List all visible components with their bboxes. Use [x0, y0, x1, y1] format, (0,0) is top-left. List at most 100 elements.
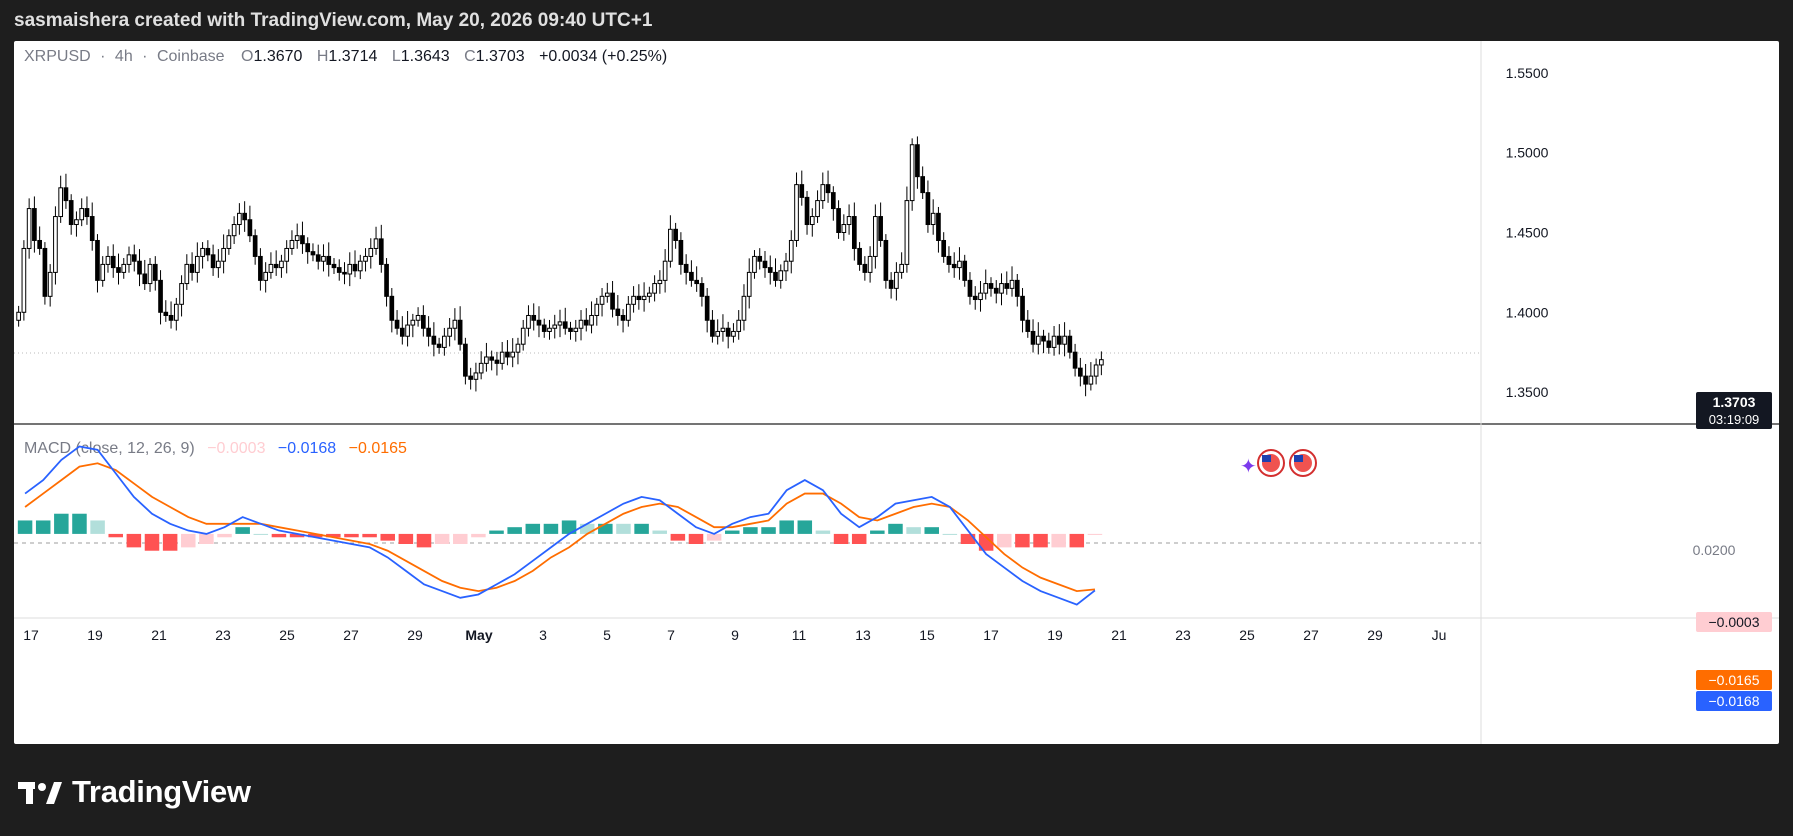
- candle-body: [978, 292, 983, 301]
- legend-sep: ·: [100, 48, 105, 65]
- sparkle-icon[interactable]: ✦: [1240, 456, 1257, 478]
- candle-body: [668, 228, 673, 262]
- candle-body: [279, 260, 284, 269]
- macd-histogram-bar: [978, 533, 994, 551]
- macd-histogram-bar: [1015, 533, 1030, 548]
- candle-body: [741, 295, 747, 321]
- macd-histogram-bar: [326, 533, 341, 538]
- candle-body: [594, 303, 600, 316]
- candle-body: [562, 321, 568, 329]
- candle-body: [694, 279, 699, 285]
- macd-histogram-bar: [416, 533, 432, 548]
- macd-histogram-bar: [289, 533, 305, 538]
- candle-body: [662, 260, 668, 281]
- candle-body: [1009, 279, 1015, 289]
- macd-hist-value: −0.0003: [1709, 614, 1760, 630]
- time-tick-label: 23: [215, 627, 231, 643]
- price-tick-label: 1.4500: [1506, 225, 1549, 241]
- macd-histogram-bar: [1087, 533, 1103, 535]
- candle-body: [1067, 335, 1073, 353]
- macd-histogram-bar: [761, 527, 776, 534]
- candle-body: [794, 184, 799, 241]
- candle-body: [499, 351, 505, 364]
- candle-body: [957, 260, 962, 269]
- legend-exchange: Coinbase: [157, 48, 225, 65]
- macd-histogram-bar: [1033, 533, 1048, 548]
- candle-body: [788, 239, 794, 262]
- candle-body: [878, 216, 883, 241]
- candle-body: [484, 356, 489, 364]
- candle-body: [610, 292, 615, 310]
- candle-body: [452, 319, 458, 329]
- macd-histogram-bar: [1051, 533, 1066, 548]
- candle-body: [505, 351, 510, 358]
- candle-body: [37, 239, 42, 249]
- candle-body: [583, 319, 589, 326]
- macd-histogram-bar: [344, 533, 359, 538]
- time-tick-label: 9: [731, 627, 739, 643]
- candle-body: [399, 327, 405, 337]
- time-tick-label: May: [465, 627, 492, 643]
- candle-body: [836, 208, 841, 233]
- time-tick-label: Ju: [1432, 627, 1447, 643]
- chart-container[interactable]: XRPUSD · 4h · Coinbase O1.3670 H1.3714 L…: [14, 41, 1779, 744]
- candle-body: [247, 219, 253, 237]
- candle-body: [331, 263, 337, 269]
- candle-body: [1051, 335, 1057, 348]
- candle-body: [862, 263, 868, 273]
- macd-line-badge: [1696, 691, 1772, 711]
- candle-body: [378, 238, 384, 265]
- macd-histogram-bar: [307, 533, 323, 538]
- macd-histogram-bar: [888, 523, 903, 534]
- candle-body: [568, 327, 573, 332]
- candle-body: [126, 254, 132, 265]
- price-tick-label: 1.4000: [1506, 304, 1549, 320]
- candle-body: [373, 238, 379, 249]
- candle-body: [541, 324, 547, 332]
- macd-axis-tick: 0.0200: [1693, 542, 1736, 558]
- macd-histogram-bar: [561, 520, 577, 534]
- macd-legend-name: MACD (close, 12, 26, 9): [24, 440, 195, 457]
- candle-body: [1035, 335, 1041, 345]
- macd-histogram-bar: [670, 533, 686, 541]
- candle-body: [258, 255, 263, 281]
- macd-histogram-bar: [54, 513, 69, 534]
- candle-body: [89, 216, 95, 241]
- macd-histogram-bar: [634, 523, 649, 534]
- candle-body: [647, 292, 652, 297]
- legend-symbol: XRPUSD: [24, 48, 91, 65]
- price-axis[interactable]: 1.3500 1.4000 1.4500 1.5000 1.5500: [1506, 65, 1549, 400]
- event-markers[interactable]: ✦: [1240, 449, 1317, 478]
- candle-body: [773, 271, 778, 281]
- macd-histogram-bar: [1069, 533, 1085, 548]
- candle-body: [830, 192, 836, 210]
- candle-body: [578, 319, 584, 329]
- legend-h-label: H: [317, 48, 329, 65]
- candle-body: [173, 303, 179, 321]
- candle-body: [26, 208, 32, 249]
- macd-histogram-layer: [17, 513, 1103, 551]
- candle-body: [851, 216, 857, 249]
- macd-line-value: −0.0168: [1709, 693, 1760, 709]
- tradingview-wordmark: TradingView: [72, 774, 251, 809]
- candle-body: [131, 254, 137, 262]
- macd-histogram-bar: [688, 533, 704, 544]
- candle-body: [321, 255, 326, 262]
- countdown-timer: 03:19:09: [1709, 412, 1760, 427]
- time-tick-label: 17: [983, 627, 999, 643]
- candle-body: [783, 260, 789, 272]
- candle-body: [84, 208, 90, 218]
- macd-line: [24, 445, 1096, 606]
- candle-body: [163, 311, 169, 316]
- legend-c-value: 1.3703: [476, 48, 525, 65]
- candle-body: [58, 187, 64, 218]
- candle-body: [105, 255, 111, 265]
- candle-body: [920, 176, 926, 194]
- candle-body: [946, 255, 952, 265]
- time-axis[interactable]: 17 19 21 23 25 27 29 May 3 5 7 9 11 13 15 17 19 21 23 25 27 2…: [23, 627, 1446, 643]
- candle-body: [604, 292, 610, 297]
- candle-body: [894, 271, 899, 289]
- candle-body: [142, 273, 148, 285]
- macd-histogram-bar: [942, 533, 958, 535]
- chart-svg[interactable]: XRPUSD · 4h · Coinbase O1.3670 H1.3714 L…: [14, 41, 1779, 744]
